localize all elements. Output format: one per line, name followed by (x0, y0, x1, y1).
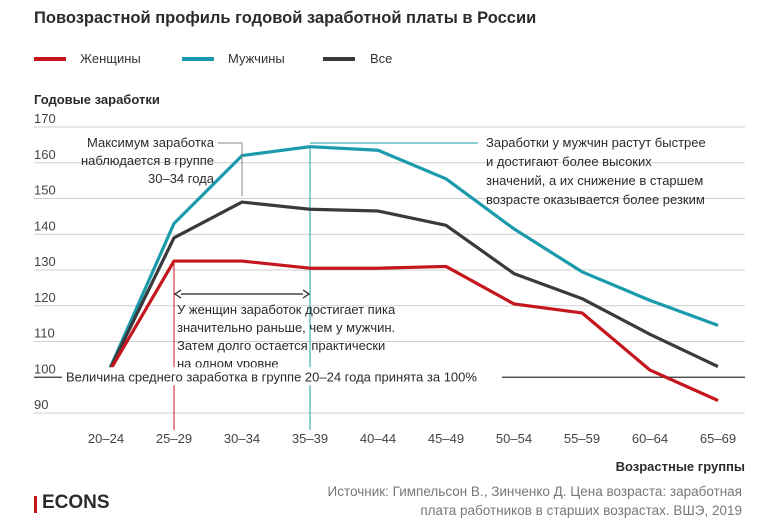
legend-swatch-women (34, 57, 66, 61)
x-tick-label: 55–59 (564, 431, 600, 446)
series-line-all (104, 200, 719, 378)
women-peak-note: У женщин заработок достигает пика значите… (177, 302, 396, 371)
series-line-women (104, 259, 719, 402)
arrow-head-left (173, 289, 182, 299)
series-line-men (104, 145, 719, 378)
legend-label-all: Все (370, 51, 393, 66)
y-tick-label: 130 (34, 254, 56, 269)
women-peak-note-line: значительно раньше, чем у мужчин. (177, 320, 395, 335)
legend-label-women: Женщины (80, 51, 141, 66)
max-earnings-note-line: наблюдается в группе (81, 153, 214, 168)
x-tick-label: 40–44 (360, 431, 396, 446)
legend-label-men: Мужчины (228, 51, 285, 66)
men-growth-note: Заработки у мужчин растут быстрее и дости… (486, 135, 706, 207)
y-tick-label: 120 (34, 290, 56, 305)
base-note-bg (62, 367, 502, 386)
line-chart: Годовые заработки 90 100 110 120 130 140 150 160… (34, 92, 745, 474)
y-tick-label: 160 (34, 147, 56, 162)
legend-swatch-all (323, 57, 355, 61)
x-tick-label: 65–69 (700, 431, 736, 446)
max-earnings-note: Максимум заработка наблюдается в группе 30… (81, 135, 215, 186)
y-tick-label: 100 (34, 361, 56, 376)
x-axis-title: Возрастные группы (616, 459, 745, 474)
x-tick-label: 60–64 (632, 431, 668, 446)
x-tick-label: 35–39 (292, 431, 328, 446)
arrow-head-right (302, 289, 311, 299)
chart-title: Повозрастной профиль годовой заработной … (34, 9, 537, 27)
max-note-connector (218, 142, 243, 197)
source-note: Источник: Гимпельсон В., Зинченко Д. Цен… (327, 484, 742, 518)
max-earnings-note-line: Максимум заработка (87, 135, 215, 150)
x-tick-label: 30–34 (224, 431, 260, 446)
y-tick-label: 170 (34, 111, 56, 126)
x-tick-label: 45–49 (428, 431, 464, 446)
legend-swatch-men (182, 57, 214, 61)
x-tick-label: 50–54 (496, 431, 532, 446)
men-growth-note-line: Заработки у мужчин растут быстрее (486, 135, 706, 150)
women-peak-note-line: Затем долго остается практически (177, 338, 385, 353)
y-tick-label: 140 (34, 218, 56, 233)
y-tick-label: 110 (34, 326, 55, 341)
y-axis-title: Годовые заработки (34, 92, 160, 107)
y-tick-label: 150 (34, 183, 56, 198)
y-tick-label: 90 (34, 397, 48, 412)
x-tick-label: 25–29 (156, 431, 192, 446)
base-value-note: Величина среднего заработка в группе 20–… (66, 369, 477, 384)
max-earnings-note-line: 30–34 года (148, 171, 215, 186)
econs-logo: ECONS (42, 492, 110, 513)
men-growth-note-line: и достигают более высоких (486, 154, 652, 169)
x-tick-label: 20–24 (88, 431, 124, 446)
women-peak-note-line: У женщин заработок достигает пика (177, 302, 396, 317)
logo-mark (34, 496, 37, 513)
men-growth-note-line: значений, а их снижение в старшем (486, 173, 703, 188)
men-growth-note-line: возрасте оказывается более резким (486, 192, 705, 207)
